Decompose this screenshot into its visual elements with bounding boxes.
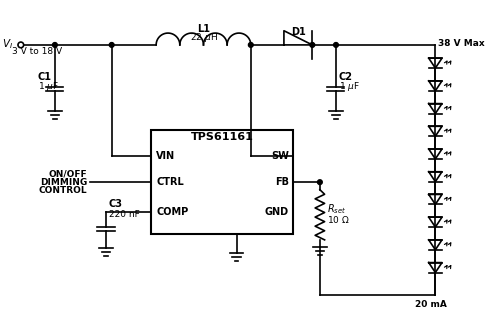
Text: SW: SW <box>271 151 289 161</box>
Text: COMP: COMP <box>156 207 188 217</box>
Text: 1 $\mu$F: 1 $\mu$F <box>339 80 360 93</box>
Circle shape <box>310 42 315 47</box>
Text: C1: C1 <box>38 72 52 82</box>
Text: CONTROL: CONTROL <box>39 186 87 195</box>
Text: C2: C2 <box>339 72 353 82</box>
Text: GND: GND <box>264 207 289 217</box>
Circle shape <box>334 42 338 47</box>
Circle shape <box>318 180 322 184</box>
Text: C3: C3 <box>109 199 123 209</box>
Text: DIMMING: DIMMING <box>40 178 87 187</box>
Text: 1 $\mu$F: 1 $\mu$F <box>38 80 59 93</box>
Text: CTRL: CTRL <box>156 177 184 187</box>
Text: 3 V to 18 V: 3 V to 18 V <box>12 47 62 56</box>
Text: 220 nF: 220 nF <box>109 210 140 219</box>
Text: TPS61161: TPS61161 <box>191 132 254 142</box>
FancyBboxPatch shape <box>151 130 293 234</box>
Text: 38 V Max: 38 V Max <box>438 39 485 48</box>
Text: D1: D1 <box>291 27 305 37</box>
Text: ON/OFF: ON/OFF <box>48 169 87 178</box>
Text: L1: L1 <box>197 24 210 34</box>
Text: 22 $\mu$H: 22 $\mu$H <box>189 31 218 44</box>
Circle shape <box>109 42 114 47</box>
Text: VIN: VIN <box>156 151 175 161</box>
Text: FB: FB <box>275 177 289 187</box>
Text: $R_{set}$: $R_{set}$ <box>327 202 347 215</box>
Text: $V_I$: $V_I$ <box>2 37 13 51</box>
Text: 20 mA: 20 mA <box>415 300 447 309</box>
Circle shape <box>53 42 57 47</box>
Text: 10 $\Omega$: 10 $\Omega$ <box>327 213 350 224</box>
Circle shape <box>248 42 253 47</box>
